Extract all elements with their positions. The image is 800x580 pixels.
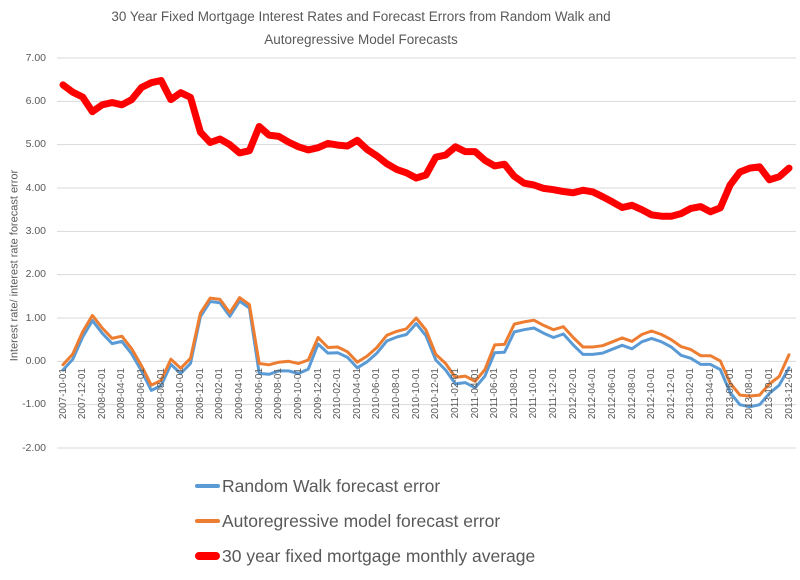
x-tick-label: 2008-08-01	[155, 368, 167, 420]
series-autoregressive-model-forecast-error	[61, 296, 791, 398]
x-tick-label: 2008-04-01	[116, 368, 128, 420]
y-tick-label: -2.00	[22, 441, 46, 454]
x-tick-label: 2012-10-01	[646, 368, 658, 420]
y-tick-label: -1.00	[22, 398, 46, 411]
x-tick-label: 2012-08-01	[626, 368, 638, 420]
legend-item-autoregressive: Autoregressive model forecast error	[195, 507, 535, 535]
x-tick-label: 2010-02-01	[332, 368, 344, 420]
x-tick-label: 2011-10-01	[528, 368, 540, 419]
legend-swatch-mortgage-average	[195, 552, 220, 560]
x-tick-label: 2010-08-01	[391, 368, 403, 420]
x-tick-label: 2008-10-01	[175, 368, 187, 420]
x-tick-label: 2012-04-01	[587, 368, 599, 420]
x-tick-label: 2013-12-01	[783, 368, 795, 420]
series-random-walk-forecast-error	[61, 299, 791, 409]
chart-title: 30 Year Fixed Mortgage Interest Rates an…	[61, 5, 661, 51]
legend-swatch-random-walk	[195, 484, 220, 488]
x-tick-label: 2010-12-01	[430, 368, 442, 420]
x-tick-label: 2010-06-01	[371, 368, 383, 420]
y-tick-label: 2.00	[25, 268, 46, 281]
x-tick-label: 2008-12-01	[194, 368, 206, 420]
x-tick-label: 2012-12-01	[665, 368, 677, 420]
x-tick-label: 2011-12-01	[548, 368, 560, 419]
x-tick-label: 2010-10-01	[410, 368, 422, 420]
x-tick-label: 2009-10-01	[292, 368, 304, 420]
y-tick-label: 6.00	[25, 94, 46, 107]
x-tick-label: 2013-10-01	[763, 368, 775, 420]
series-30-year-fixed-mortgage-monthly-average	[59, 77, 793, 220]
x-tick-label: 2011-08-01	[508, 368, 520, 419]
x-tick-label: 2009-08-01	[273, 368, 285, 420]
x-tick-label: 2009-02-01	[214, 368, 226, 420]
x-tick-label: 2009-06-01	[253, 368, 265, 420]
x-tick-label: 2009-04-01	[234, 368, 246, 420]
y-tick-label: 4.00	[25, 181, 46, 194]
x-tick-label: 2011-02-01	[449, 368, 461, 419]
x-tick-label: 2013-02-01	[685, 368, 697, 420]
legend-swatch-autoregressive	[195, 519, 220, 523]
legend-label-autoregressive: Autoregressive model forecast error	[222, 510, 501, 531]
x-tick-label: 2009-12-01	[312, 368, 324, 420]
y-tick-label: 5.00	[25, 138, 46, 151]
x-tick-label: 2008-06-01	[135, 368, 147, 420]
x-tick-label: 2012-06-01	[606, 368, 618, 420]
x-tick-label: 2013-04-01	[705, 368, 716, 420]
x-tick-label: 2013-06-01	[724, 368, 736, 420]
legend-item-mortgage-average: 30 year fixed mortgage monthly average	[195, 542, 535, 570]
chart-title-line1: 30 Year Fixed Mortgage Interest Rates an…	[111, 9, 611, 24]
legend-label-random-walk: Random Walk forecast error	[222, 475, 441, 496]
x-tick-label: 2007-12-01	[77, 368, 89, 420]
x-tick-label: 2008-02-01	[96, 368, 108, 420]
x-tick-label: 2011-06-01	[489, 368, 501, 419]
x-tick-label: 2007-10-01	[57, 368, 69, 420]
x-tick-label: 2013-08-01	[744, 368, 756, 420]
x-tick-label: 2010-04-01	[351, 368, 363, 420]
y-tick-label: 3.00	[25, 224, 46, 237]
chart-title-line2: Autoregressive Model Forecasts	[264, 32, 458, 47]
legend-item-random-walk: Random Walk forecast error	[195, 472, 535, 500]
x-tick-label: 2011-04-01	[469, 368, 481, 419]
y-tick-label: 0.00	[25, 354, 46, 367]
y-tick-label: 7.00	[25, 51, 46, 64]
x-tick-label: 2012-02-01	[567, 368, 579, 420]
legend: Random Walk forecast error Autoregressiv…	[195, 472, 535, 570]
gridlines	[57, 57, 796, 449]
y-tick-label: 1.00	[25, 311, 46, 324]
legend-label-mortgage-average: 30 year fixed mortgage monthly average	[222, 545, 536, 566]
